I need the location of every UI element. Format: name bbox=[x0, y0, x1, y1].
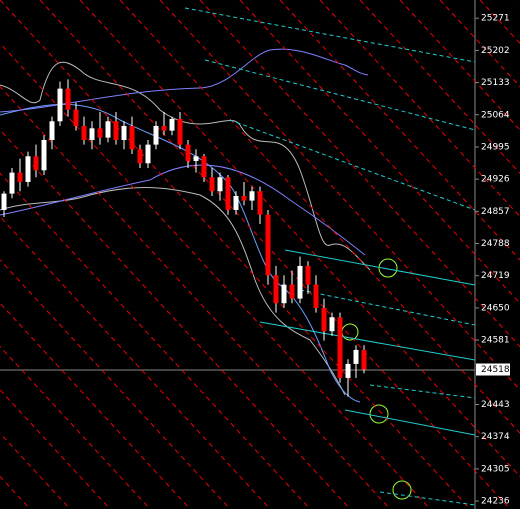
channel-line bbox=[0, 345, 151, 509]
candle-body bbox=[185, 144, 191, 161]
candle-body bbox=[321, 307, 327, 332]
candle-body bbox=[265, 214, 271, 276]
upper-band bbox=[0, 61, 371, 271]
channel-line bbox=[0, 259, 231, 509]
candle-body bbox=[129, 125, 135, 150]
lower-band bbox=[0, 187, 346, 396]
y-tick-label: 25133 bbox=[481, 78, 510, 88]
channel-line bbox=[0, 172, 311, 509]
y-tick-label: 24788 bbox=[481, 239, 510, 249]
candle-body bbox=[297, 265, 303, 299]
candle-body bbox=[345, 363, 351, 378]
candle-body bbox=[41, 139, 47, 171]
channel-line bbox=[79, 0, 520, 478]
current-price-label: 24518 bbox=[481, 365, 510, 375]
channel-line bbox=[0, 42, 431, 509]
candle-body bbox=[17, 172, 23, 182]
candle-body bbox=[273, 275, 279, 304]
price-box bbox=[476, 363, 510, 376]
channel-line bbox=[39, 0, 511, 509]
marker bbox=[369, 404, 389, 424]
channel-line bbox=[0, 302, 191, 509]
candle-body bbox=[153, 125, 159, 145]
candle-body bbox=[353, 349, 359, 364]
candle-body bbox=[57, 88, 63, 122]
channel-line bbox=[0, 389, 111, 509]
candle-body bbox=[281, 284, 287, 304]
candle-body bbox=[225, 177, 231, 210]
fan-line bbox=[184, 7, 476, 63]
fan-line bbox=[204, 59, 476, 131]
candle-body bbox=[113, 121, 119, 140]
channel-line bbox=[199, 0, 520, 348]
candle-body bbox=[177, 118, 183, 145]
candle-body bbox=[233, 195, 239, 210]
candle-body bbox=[241, 195, 247, 201]
candle-body bbox=[81, 125, 87, 140]
candle-body bbox=[49, 121, 55, 140]
candle-body bbox=[289, 284, 295, 299]
channel-line bbox=[119, 0, 520, 434]
slow-ma bbox=[0, 48, 369, 113]
candle-body bbox=[105, 121, 111, 138]
y-tick-label: 24719 bbox=[481, 271, 510, 281]
channel-line bbox=[239, 0, 520, 304]
fan-line bbox=[344, 409, 476, 436]
y-tick-label: 25271 bbox=[481, 14, 510, 24]
fan-line bbox=[379, 491, 476, 506]
candle-body bbox=[361, 349, 367, 370]
candle-body bbox=[217, 177, 223, 192]
channel-line bbox=[279, 0, 520, 261]
candle-body bbox=[145, 144, 151, 164]
candle-body bbox=[33, 156, 39, 171]
y-tick-label: 24443 bbox=[481, 400, 510, 410]
candle-body bbox=[137, 149, 143, 164]
marker bbox=[392, 480, 412, 500]
candle-body bbox=[329, 317, 335, 332]
fan-line bbox=[284, 249, 476, 286]
y-tick-label: 24305 bbox=[481, 464, 510, 474]
y-tick-label: 24857 bbox=[481, 207, 510, 217]
candle-body bbox=[73, 109, 79, 126]
y-tick-label: 24581 bbox=[481, 336, 510, 346]
candle-body bbox=[337, 317, 343, 378]
y-tick-label: 24374 bbox=[481, 432, 510, 442]
candle-body bbox=[9, 172, 15, 194]
y-tick-label: 24926 bbox=[481, 175, 510, 185]
y-tick-label: 24236 bbox=[481, 497, 510, 507]
fan-line bbox=[299, 289, 476, 326]
y-tick-label: 24650 bbox=[481, 303, 510, 313]
candle-body bbox=[161, 125, 167, 131]
y-tick-label: 25064 bbox=[481, 110, 510, 120]
candle-body bbox=[313, 284, 319, 308]
candle-body bbox=[169, 118, 175, 131]
candle-body bbox=[1, 193, 7, 210]
candle-body bbox=[121, 125, 127, 140]
channel-line bbox=[0, 215, 271, 509]
candle-body bbox=[201, 156, 207, 178]
candle-body bbox=[89, 128, 95, 140]
slow-ma-2 bbox=[0, 164, 366, 256]
candle-body bbox=[249, 191, 255, 201]
candle-body bbox=[209, 177, 215, 192]
fan-line bbox=[259, 321, 476, 361]
y-tick-label: 24995 bbox=[481, 142, 510, 152]
channel-line bbox=[0, 0, 471, 509]
candle-body bbox=[25, 156, 31, 182]
fan-line bbox=[369, 384, 476, 399]
fan-line bbox=[229, 119, 476, 211]
candle-body bbox=[65, 88, 71, 110]
channel-line bbox=[0, 129, 351, 509]
candle-body bbox=[257, 191, 263, 215]
candle-body bbox=[97, 128, 103, 138]
candle-body bbox=[193, 156, 199, 161]
candle-body bbox=[305, 265, 311, 285]
y-tick-label: 25202 bbox=[481, 46, 510, 56]
channel-line bbox=[0, 85, 391, 509]
channel-line bbox=[159, 0, 520, 391]
marker bbox=[378, 258, 398, 278]
